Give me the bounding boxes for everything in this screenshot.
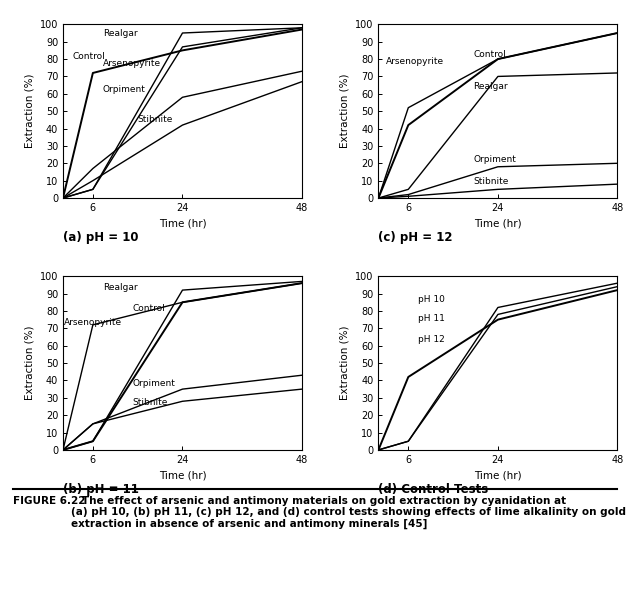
Text: Orpiment: Orpiment xyxy=(103,85,146,94)
Text: Stibnite: Stibnite xyxy=(138,114,173,123)
Text: Arsenopyrite: Arsenopyrite xyxy=(386,57,444,66)
Text: Realgar: Realgar xyxy=(103,283,137,292)
Y-axis label: Extraction (%): Extraction (%) xyxy=(340,74,350,148)
Text: (c) pH = 12: (c) pH = 12 xyxy=(379,232,453,244)
Text: (b) pH = 11: (b) pH = 11 xyxy=(63,483,139,496)
Text: Control: Control xyxy=(73,52,106,61)
X-axis label: Time (hr): Time (hr) xyxy=(159,218,206,229)
Text: (d) Control Tests: (d) Control Tests xyxy=(379,483,489,496)
Text: Arsenopyrite: Arsenopyrite xyxy=(64,318,122,327)
Text: Arsenopyrite: Arsenopyrite xyxy=(103,59,161,68)
Y-axis label: Extraction (%): Extraction (%) xyxy=(24,74,34,148)
X-axis label: Time (hr): Time (hr) xyxy=(474,471,522,480)
Text: Realgar: Realgar xyxy=(103,29,137,38)
Text: Control: Control xyxy=(133,304,166,313)
Text: Orpiment: Orpiment xyxy=(473,154,516,164)
Text: FIGURE 6.22: FIGURE 6.22 xyxy=(13,496,85,505)
Text: Orpiment: Orpiment xyxy=(133,379,176,388)
Text: pH 11: pH 11 xyxy=(418,314,445,323)
Text: Realgar: Realgar xyxy=(473,81,508,91)
X-axis label: Time (hr): Time (hr) xyxy=(474,218,522,229)
Text: Control: Control xyxy=(473,50,506,60)
Y-axis label: Extraction (%): Extraction (%) xyxy=(340,326,350,400)
Text: Stibnite: Stibnite xyxy=(133,398,168,407)
X-axis label: Time (hr): Time (hr) xyxy=(159,471,206,480)
Text: pH 12: pH 12 xyxy=(418,335,445,344)
Text: The effect of arsenic and antimony materials on gold extraction by cyanidation a: The effect of arsenic and antimony mater… xyxy=(71,496,626,529)
Text: pH 10: pH 10 xyxy=(418,295,445,304)
Text: (a) pH = 10: (a) pH = 10 xyxy=(63,232,139,244)
Text: Stibnite: Stibnite xyxy=(473,177,508,186)
Y-axis label: Extraction (%): Extraction (%) xyxy=(24,326,34,400)
